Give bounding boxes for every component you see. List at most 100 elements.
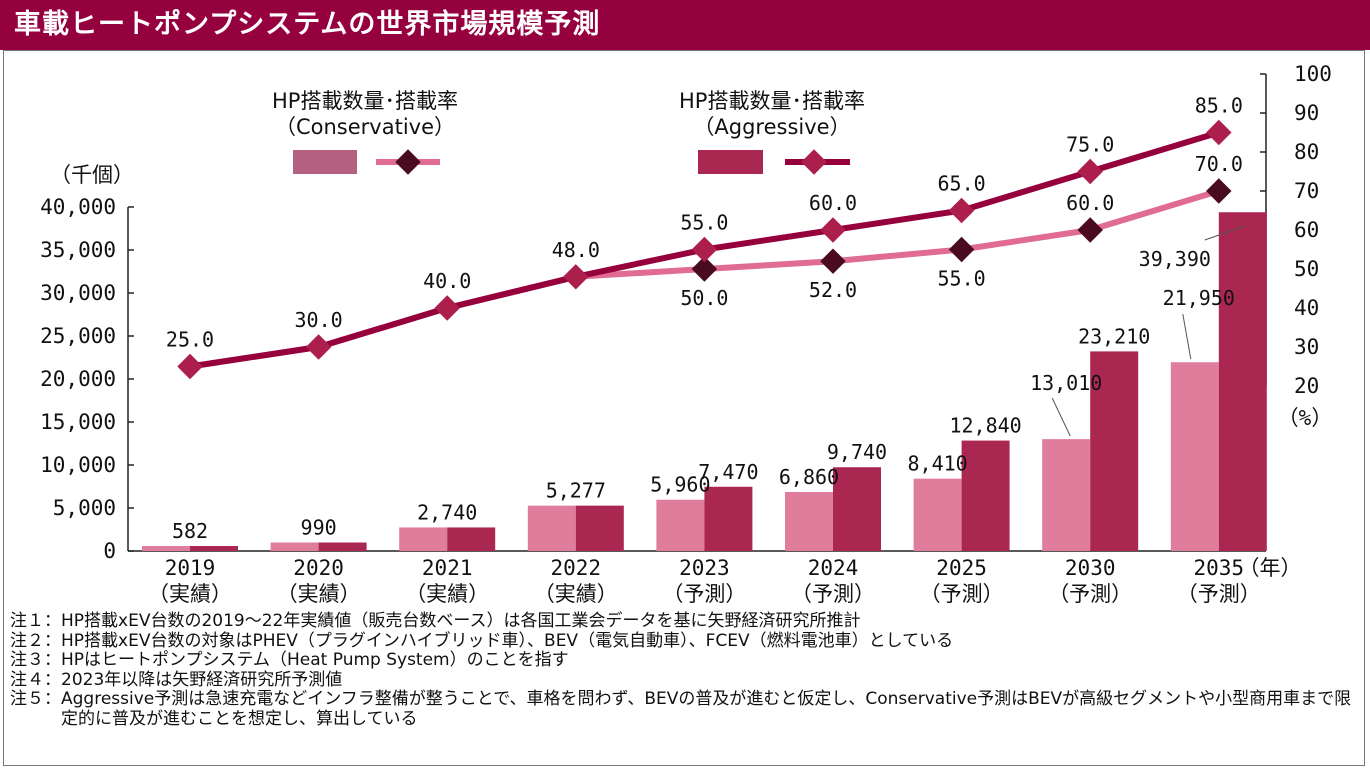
note-1: 注１： HP搭載xEV台数の2019～22年実績値（販売台数ベース）は各国工業会デ… <box>10 611 1355 632</box>
rate-label-aggressive: 40.0 <box>423 269 471 293</box>
bar-label-aggressive: 9,740 <box>827 440 887 464</box>
right-tick-label: 70 <box>1294 179 1319 203</box>
left-tick-label: 30,000 <box>40 281 116 305</box>
legend-aggressive-label-2: （Aggressive） <box>693 115 850 139</box>
marker-aggressive <box>305 334 332 360</box>
left-tick-label: 15,000 <box>40 410 116 434</box>
bar-conservative <box>1170 362 1219 551</box>
bar-conservative <box>785 492 833 551</box>
bar-conservative <box>1042 439 1091 551</box>
right-tick-label: 90 <box>1294 101 1319 125</box>
left-tick-label: 10,000 <box>40 453 116 477</box>
note-prefix: 注１： <box>10 611 61 631</box>
x-tick-label: 2022 <box>551 556 602 580</box>
legend-aggressive-marker-swatch <box>801 149 827 175</box>
bar-label-conservative: 5,277 <box>546 479 606 503</box>
marker-aggressive <box>820 217 846 243</box>
data-labels: 25.0 30.0 40.0 48.0 55.0 60.0 65.0 75.0 85.0 50.0… <box>166 94 1245 543</box>
legend-aggressive-bar-swatch <box>698 150 763 174</box>
bar-label-conservative: 8,410 <box>907 452 967 476</box>
rate-label-aggressive: 85.0 <box>1195 94 1243 118</box>
rate-label-aggressive: 65.0 <box>938 172 986 196</box>
legend-conservative-bar-swatch <box>293 150 357 174</box>
rate-label-aggressive: 75.0 <box>1066 133 1114 157</box>
note-4: 注４： 2023年以降は矢野経済研究所予測値 <box>10 669 1355 691</box>
leader-line <box>1051 397 1071 437</box>
bar-aggressive <box>447 527 496 551</box>
bar-label-conservative: 5,960 <box>650 473 710 497</box>
bar-label-conservative: 6,860 <box>779 465 839 489</box>
left-tick-label: 0 <box>103 539 116 563</box>
bar-aggressive <box>833 467 881 551</box>
left-tick-label: 5,000 <box>53 496 116 520</box>
legend-aggressive-label-1: HP搭載数量･搭載率 <box>679 89 865 113</box>
x-tick-sublabel: （予測） <box>1048 582 1132 606</box>
notes: 注１： HP搭載xEV台数の2019～22年実績値（販売台数ベース）は各国工業会デ… <box>10 611 1355 729</box>
rate-label-aggressive: 30.0 <box>295 308 343 332</box>
right-tick-label: 60 <box>1294 218 1319 242</box>
marker-conservative <box>691 256 718 282</box>
bar-conservative <box>142 545 190 551</box>
marker-conservative <box>1206 178 1232 204</box>
right-tick-label: 80 <box>1294 140 1319 164</box>
rate-label-conservative: 50.0 <box>680 286 728 310</box>
note-text: HP搭載xEV台数の2019～22年実績値（販売台数ベース）は各国工業会データを… <box>61 611 861 631</box>
marker-aggressive <box>434 295 460 321</box>
bar-label-aggressive: 23,210 <box>1078 324 1150 348</box>
right-tick-label: 40 <box>1294 296 1319 320</box>
rate-label-aggressive: 55.0 <box>680 211 728 235</box>
marker-aggressive <box>1077 158 1103 185</box>
lines <box>177 119 1232 380</box>
rate-label-aggressive: 25.0 <box>166 328 214 352</box>
x-tick-label: 2030 <box>1065 556 1116 580</box>
left-tick-label: 20,000 <box>40 367 116 391</box>
bar-aggressive <box>575 505 624 551</box>
x-axis-labels: 2019（実績）2020（実績）2021（実績）2022（実績）2023（予測）… <box>148 556 1261 606</box>
leader-line <box>1182 313 1192 360</box>
note-prefix: 注５： <box>10 689 61 709</box>
rate-label-conservative: 52.0 <box>809 278 857 302</box>
right-tick-label: 100 <box>1294 62 1332 86</box>
bar-conservative <box>527 505 576 551</box>
legend-conservative-label-1: HP搭載数量･搭載率 <box>272 89 458 113</box>
note-text: Aggressive予測は急速充電などインフラ整備が整うことで、車格を問わず、B… <box>61 689 1352 729</box>
bar-aggressive <box>961 440 1010 551</box>
chart: HP搭載数量･搭載率 （Conservative） HP搭載数量･搭載率 （Ag… <box>40 62 1332 606</box>
x-axis-unit: （年） <box>1239 556 1302 580</box>
right-tick-label: 30 <box>1294 335 1319 359</box>
x-tick-label: 2023 <box>679 556 730 580</box>
left-tick-label: 40,000 <box>40 195 116 219</box>
marker-conservative <box>948 236 975 263</box>
note-text: HPはヒートポンプシステム（Heat Pump System）のことを指す <box>61 650 569 670</box>
bar-label-conservative: 13,010 <box>1030 371 1102 395</box>
x-tick-sublabel: （実績） <box>148 582 232 606</box>
note-prefix: 注３： <box>10 650 61 670</box>
chart-frame <box>3 50 1365 766</box>
bar-conservative <box>913 478 962 551</box>
note-text: HP搭載xEV台数の対象はPHEV（プラグインハイブリッド車）、BEV（電気自動… <box>61 630 954 651</box>
left-axis-ticks: 40,000 35,000 30,000 25,000 20,000 15,000 10,0… <box>40 195 134 563</box>
x-tick-label: 2025 <box>936 556 987 580</box>
bar-conservative <box>399 527 448 551</box>
note-prefix: 注４： <box>10 669 61 690</box>
x-tick-label: 2021 <box>422 556 473 580</box>
bar-label-conservative: 2,740 <box>417 500 477 524</box>
rate-label-aggressive: 48.0 <box>552 238 600 262</box>
marker-aggressive <box>177 353 203 380</box>
bar-conservative <box>270 542 319 551</box>
left-tick-label: 35,000 <box>40 238 116 262</box>
bar-aggressive <box>704 486 753 551</box>
marker-conservative <box>820 248 846 274</box>
x-tick-sublabel: （予測） <box>920 582 1004 606</box>
leader-line <box>1204 225 1245 241</box>
rate-label-conservative: 60.0 <box>1066 191 1114 215</box>
legend-conservative-label-2: （Conservative） <box>275 115 455 139</box>
rate-label-aggressive: 60.0 <box>809 191 857 215</box>
note-3: 注３： HPはヒートポンプシステム（Heat Pump System）のことを指す <box>10 650 1355 671</box>
rate-label-conservative: 70.0 <box>1195 152 1243 176</box>
right-axis-ticks: 100 90 80 70 60 50 40 30 20 <box>1260 62 1332 398</box>
left-tick-label: 25,000 <box>40 324 116 348</box>
note-2: 注２： HP搭載xEV台数の対象はPHEV（プラグインハイブリッド車）、BEV（電… <box>10 630 1355 652</box>
bar-label-aggressive: 7,470 <box>698 460 758 484</box>
page-title: 車載ヒートポンプシステムの世界市場規模予測 <box>0 0 1370 50</box>
